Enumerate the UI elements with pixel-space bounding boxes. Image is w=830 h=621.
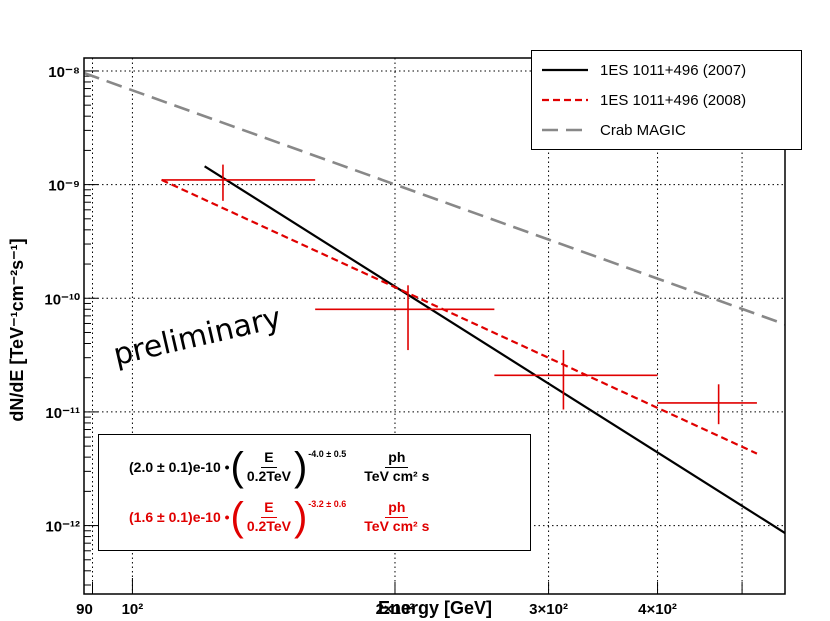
legend-line-longdash-icon bbox=[542, 128, 588, 132]
legend-item-2007: 1ES 1011+496 (2007) bbox=[540, 57, 746, 83]
data-points bbox=[161, 164, 757, 425]
data-point bbox=[657, 384, 757, 425]
y-axis-label: dN/dE [TeV⁻¹cm⁻²s⁻¹] bbox=[7, 238, 27, 421]
fit-index: -3.2 ± 0.6 bbox=[308, 499, 347, 509]
energy-fraction: E 0.2TeV bbox=[246, 449, 291, 484]
x-tick-label: 3×10² bbox=[529, 601, 568, 618]
fit-formula-box: (2.0 ± 0.1)e-10 • ( E 0.2TeV ) -4.0 ± 0.… bbox=[98, 434, 531, 551]
y-tick-label: 10⁻⁸ bbox=[48, 64, 80, 81]
fit-norm: (1.6 ± 0.1)e-10 • bbox=[129, 509, 230, 525]
y-tick-label: 10⁻¹⁰ bbox=[44, 291, 80, 308]
x-tick-label: 2×10² bbox=[376, 601, 415, 618]
y-tick-label: 10⁻¹¹ bbox=[45, 405, 80, 422]
series-layer bbox=[83, 71, 786, 534]
energy-fraction: E 0.2TeV bbox=[246, 499, 291, 534]
fit-formula-2008: (1.6 ± 0.1)e-10 • ( E 0.2TeV ) -3.2 ± 0.… bbox=[129, 495, 430, 539]
x-tick-label: 4×10² bbox=[638, 601, 677, 618]
unit-fraction: ph TeV cm² s bbox=[364, 499, 430, 534]
data-point bbox=[315, 285, 495, 351]
fit-norm: (2.0 ± 0.1)e-10 • bbox=[129, 459, 230, 475]
fit-formula-2007: (2.0 ± 0.1)e-10 • ( E 0.2TeV ) -4.0 ± 0.… bbox=[129, 445, 430, 489]
series-line bbox=[83, 71, 786, 326]
legend-line-solid-icon bbox=[542, 68, 588, 72]
legend-item-2008: 1ES 1011+496 (2008) bbox=[540, 87, 746, 113]
x-axis-label: Energy [GeV] bbox=[378, 598, 492, 618]
x-tick-labels: 90 10² 2×10² 3×10² 4×10² bbox=[76, 601, 677, 618]
y-tick-label: 10⁻⁹ bbox=[48, 178, 80, 195]
legend-item-crab: Crab MAGIC bbox=[540, 117, 686, 143]
plot-frame bbox=[83, 57, 786, 595]
series-line bbox=[204, 165, 786, 534]
y-tick-label: 10⁻¹² bbox=[45, 519, 80, 536]
legend: 1ES 1011+496 (2007) 1ES 1011+496 (2008) … bbox=[531, 50, 802, 150]
x-tick-label: 90 bbox=[76, 601, 93, 618]
unit-fraction: ph TeV cm² s bbox=[364, 449, 430, 484]
x-tick-label: 10² bbox=[122, 601, 144, 618]
fit-index: -4.0 ± 0.5 bbox=[308, 449, 347, 459]
data-point bbox=[494, 350, 658, 410]
legend-line-dashed-icon bbox=[542, 98, 588, 102]
y-tick-labels: 10⁻¹² 10⁻¹¹ 10⁻¹⁰ 10⁻⁹ 10⁻⁸ bbox=[44, 64, 80, 536]
minor-ticks bbox=[84, 70, 743, 594]
data-point bbox=[161, 164, 316, 201]
